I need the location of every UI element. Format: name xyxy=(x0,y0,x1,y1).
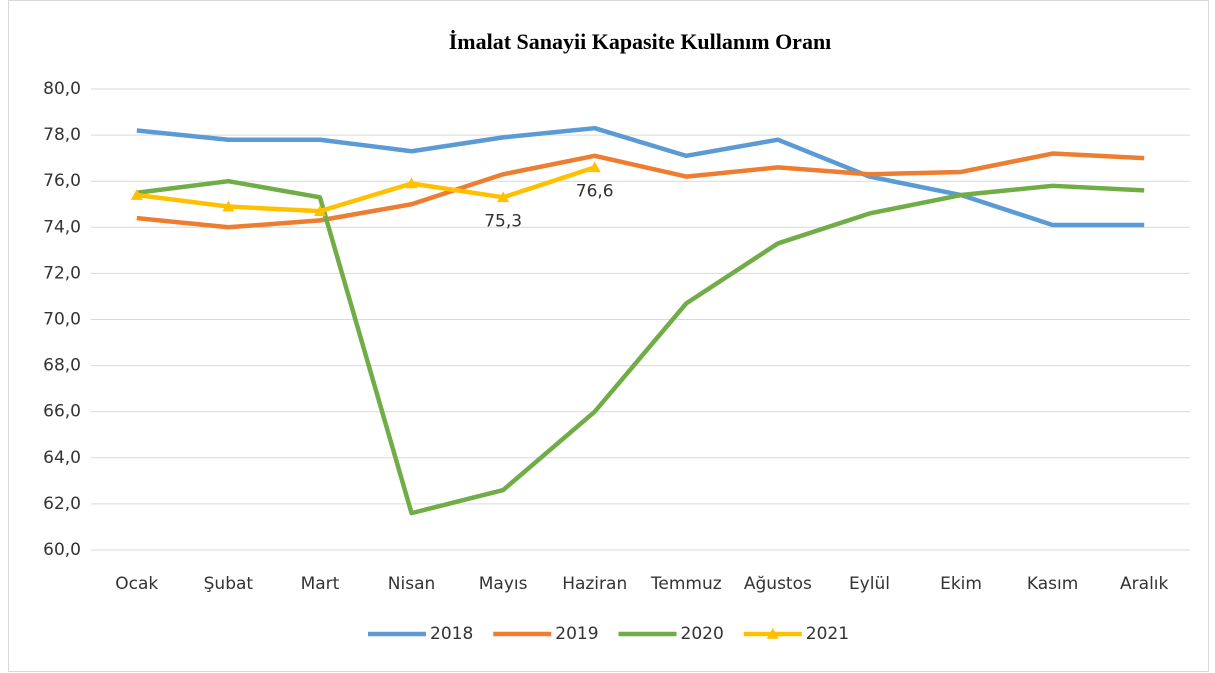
marker xyxy=(222,200,235,212)
legend-label: 2018 xyxy=(430,624,473,644)
x-tick-label: Eylül xyxy=(849,574,890,594)
data-label: 76,6 xyxy=(576,181,614,201)
x-tick-label: Mayıs xyxy=(479,574,528,594)
x-tick-label: Ekim xyxy=(940,574,982,594)
series-line xyxy=(136,151,1145,230)
series-line xyxy=(136,178,1145,516)
legend-label: 2019 xyxy=(555,624,598,644)
y-tick-label: 68,0 xyxy=(43,356,81,376)
y-tick-label: 74,0 xyxy=(43,217,81,237)
legend-marker xyxy=(766,628,779,639)
legend-label: 2020 xyxy=(681,624,724,644)
y-tick-label: 64,0 xyxy=(43,448,81,468)
x-tick-label: Ağustos xyxy=(744,574,812,594)
marker xyxy=(405,177,418,189)
y-tick-label: 72,0 xyxy=(43,263,81,283)
x-tick-label: Mart xyxy=(301,574,340,594)
y-tick-label: 60,0 xyxy=(43,540,81,560)
marker xyxy=(313,205,326,216)
series-line xyxy=(136,125,1145,228)
chart-frame xyxy=(8,0,1209,672)
marker xyxy=(497,191,510,203)
x-tick-label: Nisan xyxy=(388,574,436,594)
chart-title: İmalat Sanayii Kapasite Kullanım Oranı xyxy=(449,29,832,54)
y-tick-label: 62,0 xyxy=(43,494,81,514)
x-tick-label: Haziran xyxy=(562,574,627,594)
x-tick-label: Ocak xyxy=(115,574,158,594)
y-tick-label: 66,0 xyxy=(43,402,81,422)
x-tick-label: Temmuz xyxy=(650,574,722,594)
y-tick-label: 70,0 xyxy=(43,310,81,330)
marker xyxy=(588,161,601,173)
legend-label: 2021 xyxy=(806,624,849,644)
x-tick-label: Kasım xyxy=(1027,574,1078,594)
y-tick-label: 80,0 xyxy=(43,79,81,99)
x-tick-label: Şubat xyxy=(204,574,254,594)
y-tick-label: 78,0 xyxy=(43,125,81,145)
marker xyxy=(130,189,143,200)
data-label: 75,3 xyxy=(484,211,522,231)
y-tick-label: 76,0 xyxy=(43,171,81,191)
series-line xyxy=(136,165,596,214)
x-tick-label: Aralık xyxy=(1120,574,1168,594)
